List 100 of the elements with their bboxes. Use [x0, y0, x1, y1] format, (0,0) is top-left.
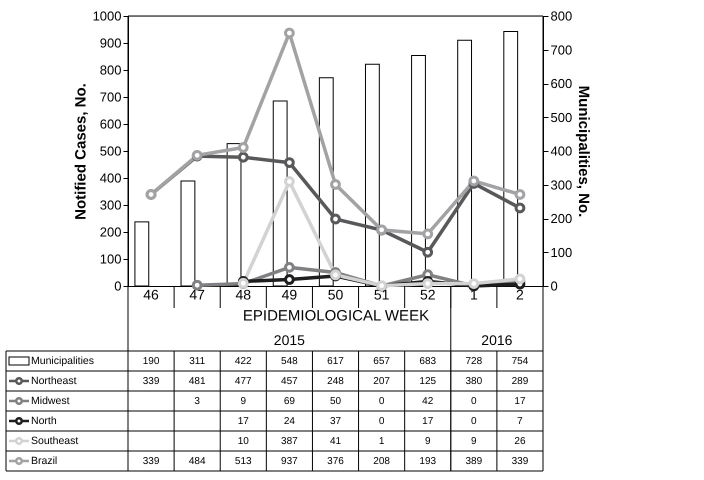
y-tick-label: 400 [100, 170, 122, 186]
y-tick-label: 300 [100, 198, 122, 212]
x-tick-label: 50 [328, 286, 344, 302]
point [422, 228, 434, 240]
data-label: 339 [142, 376, 160, 387]
point [284, 28, 295, 38]
point [284, 274, 295, 285]
data-label: 477 [234, 376, 252, 387]
legend-label: Southeast [31, 435, 78, 447]
data-label: 728 [465, 356, 483, 367]
y-tick-label: 900 [100, 36, 122, 50]
x-tick-label: 52 [420, 286, 436, 302]
data-label: 339 [142, 456, 160, 467]
data-label: 17 [422, 416, 434, 427]
data-label: 457 [281, 376, 298, 387]
y2-tick-label: 800 [550, 8, 572, 24]
data-label: 339 [512, 456, 529, 467]
data-label: 548 [281, 356, 298, 367]
y2-tick-label: 700 [550, 42, 572, 58]
point [514, 274, 526, 284]
data-label: 0 [378, 416, 385, 427]
data-label: 24 [284, 416, 296, 427]
y-axis-title: Notified Cases, No. [72, 83, 90, 220]
x-axis-title: EPIDEMIOLOGICAL WEEK [242, 308, 430, 324]
data-label: 3 [194, 396, 200, 407]
data-label: 422 [234, 356, 252, 367]
data-label: 389 [465, 456, 483, 467]
data-label: 125 [419, 376, 436, 387]
point [330, 179, 341, 190]
y2-tick-label: 200 [550, 211, 572, 226]
legend-label: North [31, 415, 57, 427]
y2-tick-label: 0 [550, 278, 558, 294]
data-label: 37 [330, 416, 342, 427]
data-label: 7 [517, 416, 524, 427]
point [514, 202, 526, 214]
data-label: 481 [188, 376, 206, 387]
data-label: 289 [512, 376, 529, 387]
data-label: 376 [327, 456, 344, 467]
legend-label: Municipalities [31, 355, 94, 367]
y-tick-label: 0 [114, 278, 122, 294]
data-label: 9 [424, 436, 431, 447]
point [284, 176, 295, 187]
data-label: 754 [512, 356, 529, 367]
data-label: 1 [378, 436, 385, 447]
data-label: 513 [234, 456, 252, 467]
y-tick-label: 800 [100, 62, 122, 78]
point [284, 157, 295, 168]
data-label: 50 [330, 396, 342, 407]
y2-axis-title: Municipalities, No. [575, 86, 592, 218]
x-tick-label: 47 [189, 286, 206, 302]
y-tick-label: 600 [100, 116, 122, 132]
point [330, 214, 341, 224]
point [422, 246, 434, 258]
data-label: 207 [373, 376, 390, 387]
y-tick-label: 500 [100, 144, 122, 158]
y-tick-label: 200 [100, 224, 122, 240]
point [284, 262, 295, 273]
text: 2015 [274, 332, 306, 348]
data-label: 484 [188, 456, 206, 467]
x-tick-label: 49 [282, 286, 298, 302]
text: 2016 [481, 332, 513, 348]
data-label: 17 [238, 416, 250, 427]
x-tick-label: 2 [516, 286, 524, 302]
data-label: 683 [419, 356, 436, 367]
point [238, 142, 249, 153]
legend-label: Midwest [31, 395, 70, 407]
legend-label: Northeast [31, 375, 77, 387]
point [468, 278, 480, 289]
data-label: 26 [514, 436, 526, 447]
y2-tick-label: 300 [550, 177, 572, 192]
point [238, 152, 249, 163]
y2-tick-label: 100 [550, 244, 572, 260]
point [514, 189, 526, 200]
data-label: 9 [471, 436, 478, 447]
data-label: 42 [422, 396, 434, 407]
data-label: 190 [142, 356, 160, 367]
data-label: 937 [281, 456, 298, 467]
data-label: 193 [419, 456, 436, 467]
data-label: 41 [330, 436, 342, 447]
data-label: 657 [373, 356, 390, 367]
y-tick-label: 100 [100, 252, 122, 266]
point [468, 176, 480, 186]
data-label: 17 [514, 396, 526, 407]
x-tick-label: 46 [143, 286, 160, 302]
data-label: 0 [471, 416, 478, 427]
y2-tick-label: 600 [550, 76, 572, 91]
data-label: 311 [189, 356, 206, 367]
data-label: 0 [471, 396, 478, 407]
data-label: 380 [465, 376, 483, 387]
data-label: 10 [238, 436, 250, 447]
data-label: 0 [378, 396, 385, 407]
x-tick-label: 51 [374, 286, 390, 302]
y-tick-label: 1000 [92, 8, 122, 24]
data-label: 208 [373, 456, 390, 467]
y2-tick-label: 500 [550, 110, 572, 125]
y-tick-label: 700 [100, 90, 122, 104]
data-label: 617 [327, 356, 344, 367]
y2-tick-label: 400 [550, 144, 572, 158]
data-label: 248 [327, 376, 344, 387]
legend-label: Brazil [31, 455, 58, 467]
